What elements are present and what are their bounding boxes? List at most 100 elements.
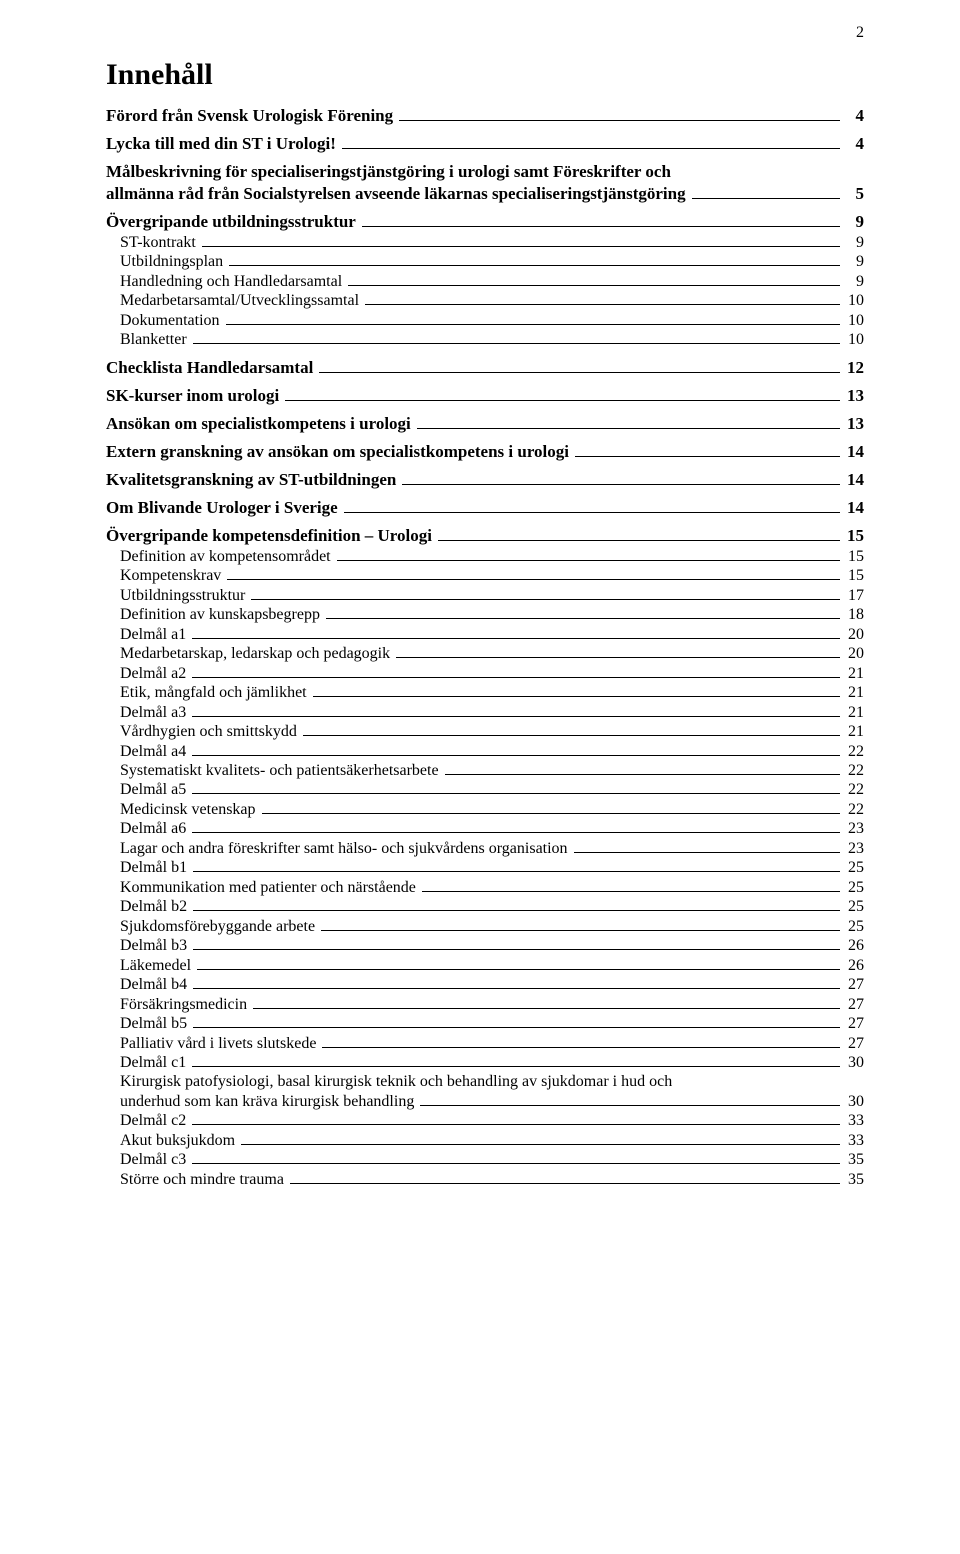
toc-entry-page: 10 [842, 291, 864, 311]
toc-entry: Delmål b1 25 [106, 858, 864, 878]
toc-leader-line [226, 324, 840, 325]
toc-entry-page: 9 [842, 212, 864, 232]
toc-entry-label: Kompetenskrav [120, 566, 225, 586]
toc-entry: Palliativ vård i livets slutskede27 [106, 1034, 864, 1054]
toc-entry-page: 35 [842, 1150, 864, 1170]
toc-leader-line [422, 891, 840, 892]
toc-entry-page: 15 [842, 526, 864, 546]
toc-leader-line [192, 832, 840, 833]
toc-entry-page: 18 [842, 605, 864, 625]
toc-leader-line [417, 428, 840, 429]
toc-entry-label: Målbeskrivning för specialiseringstjänst… [106, 162, 675, 182]
toc-entry-label: Läkemedel [120, 956, 195, 976]
toc-entry-label: Vårdhygien och smittskydd [120, 722, 301, 742]
toc-entry-label: Etik, mångfald och jämlikhet [120, 683, 311, 703]
toc-entry: Delmål b427 [106, 975, 864, 995]
toc-entry-label: Övergripande kompetensdefinition – Urolo… [106, 526, 436, 546]
toc-entry-page: 25 [842, 897, 864, 917]
toc-leader-line [193, 343, 840, 344]
toc-leader-line [192, 755, 840, 756]
toc-entry-label: Ansökan om specialistkompetens i urologi [106, 414, 415, 434]
toc-entry: Målbeskrivning för specialiseringstjänst… [106, 162, 864, 182]
toc-leader-line [193, 871, 840, 872]
toc-leader-line [321, 930, 840, 931]
toc-entry: Kommunikation med patienter och närståen… [106, 878, 864, 898]
toc-entry-page: 13 [842, 386, 864, 406]
toc-entry-page: 12 [842, 358, 864, 378]
toc-entry-page: 23 [842, 819, 864, 839]
toc-entry: Delmål b527 [106, 1014, 864, 1034]
toc-entry-page: 10 [842, 311, 864, 331]
toc-leader-line [365, 304, 840, 305]
toc-entry: Vårdhygien och smittskydd21 [106, 722, 864, 742]
toc-entry-label: Palliativ vård i livets slutskede [120, 1034, 320, 1054]
toc-entry-label: Sjukdomsförebyggande arbete [120, 917, 319, 937]
toc-entry-page: 20 [842, 625, 864, 645]
toc-entry-label: Definition av kompetensområdet [120, 547, 335, 567]
toc-leader-line [362, 226, 840, 227]
toc-entry: Dokumentation10 [106, 311, 864, 331]
toc-entry-page: 27 [842, 975, 864, 995]
toc-entry: Delmål a623 [106, 819, 864, 839]
toc-entry-label: Medicinsk vetenskap [120, 800, 260, 820]
toc-entry-label: Kvalitetsgranskning av ST-utbildningen [106, 470, 400, 490]
toc-entry-page: 14 [842, 498, 864, 518]
toc-entry: Etik, mångfald och jämlikhet21 [106, 683, 864, 703]
toc-leader-line [290, 1183, 840, 1184]
toc-leader-line [285, 400, 840, 401]
toc-entry-label: Akut buksjukdom [120, 1131, 239, 1151]
toc-entry-label: ST-kontrakt [120, 233, 200, 253]
toc-entry-label: Kirurgisk patofysiologi, basal kirurgisk… [120, 1072, 676, 1092]
toc-entry-label: SK-kurser inom urologi [106, 386, 283, 406]
toc-entry: Medarbetarsamtal/Utvecklingssamtal10 [106, 291, 864, 311]
toc-entry: Medarbetarskap, ledarskap och pedagogik2… [106, 644, 864, 664]
toc-leader-line [192, 638, 840, 639]
toc-title: Innehåll [106, 58, 864, 92]
toc-leader-line [420, 1105, 840, 1106]
toc-entry: Definition av kunskapsbegrepp18 [106, 605, 864, 625]
toc-entry-label: Blanketter [120, 330, 191, 350]
toc-entry-page: 9 [842, 272, 864, 292]
toc-entry-page: 22 [842, 742, 864, 762]
toc-entry: Medicinsk vetenskap22 [106, 800, 864, 820]
toc-entry: ST-kontrakt9 [106, 233, 864, 253]
toc-entry-label: Övergripande utbildningsstruktur [106, 212, 360, 232]
toc-leader-line [229, 265, 840, 266]
toc-leader-line [192, 1163, 840, 1164]
toc-entry: Övergripande utbildningsstruktur 9 [106, 212, 864, 232]
toc-entry: Lycka till med din ST i Urologi!4 [106, 134, 864, 154]
toc-entry-page: 15 [842, 566, 864, 586]
toc-entry-page: 15 [842, 547, 864, 567]
toc-entry: Försäkringsmedicin27 [106, 995, 864, 1015]
toc-leader-line [227, 579, 840, 580]
toc-entry-page: 14 [842, 470, 864, 490]
toc-entry: Systematiskt kvalitets- och patientsäker… [106, 761, 864, 781]
toc-entry-page: 21 [842, 703, 864, 723]
toc-entry: Ansökan om specialistkompetens i urologi… [106, 414, 864, 434]
toc-entry: Delmål b225 [106, 897, 864, 917]
toc-leader-line [313, 696, 840, 697]
toc-entry: Delmål b326 [106, 936, 864, 956]
toc-entry: Delmål a422 [106, 742, 864, 762]
toc-entry: Delmål a321 [106, 703, 864, 723]
toc-entry-label: Delmål b1 [120, 858, 191, 878]
toc-entry-label: allmänna råd från Socialstyrelsen avseen… [106, 184, 690, 204]
toc-entry-label: Checklista Handledarsamtal [106, 358, 317, 378]
toc-entry-page: 25 [842, 858, 864, 878]
table-of-contents: Förord från Svensk Urologisk Förening4Ly… [106, 106, 864, 1190]
toc-entry-label: Handledning och Handledarsamtal [120, 272, 346, 292]
toc-entry: Blanketter10 [106, 330, 864, 350]
toc-entry-label: Större och mindre trauma [120, 1170, 288, 1190]
toc-entry-label: Delmål b3 [120, 936, 191, 956]
toc-leader-line [445, 774, 840, 775]
toc-entry-label: Utbildningsstruktur [120, 586, 249, 606]
toc-leader-line [193, 910, 840, 911]
toc-leader-line [402, 484, 840, 485]
toc-entry: Definition av kompetensområdet 15 [106, 547, 864, 567]
toc-entry: SK-kurser inom urologi 13 [106, 386, 864, 406]
toc-entry-label: Delmål a2 [120, 664, 190, 684]
toc-leader-line [303, 735, 840, 736]
toc-entry-page: 27 [842, 1014, 864, 1034]
toc-entry-label: underhud som kan kräva kirurgisk behandl… [120, 1092, 418, 1112]
toc-entry-page: 33 [842, 1131, 864, 1151]
